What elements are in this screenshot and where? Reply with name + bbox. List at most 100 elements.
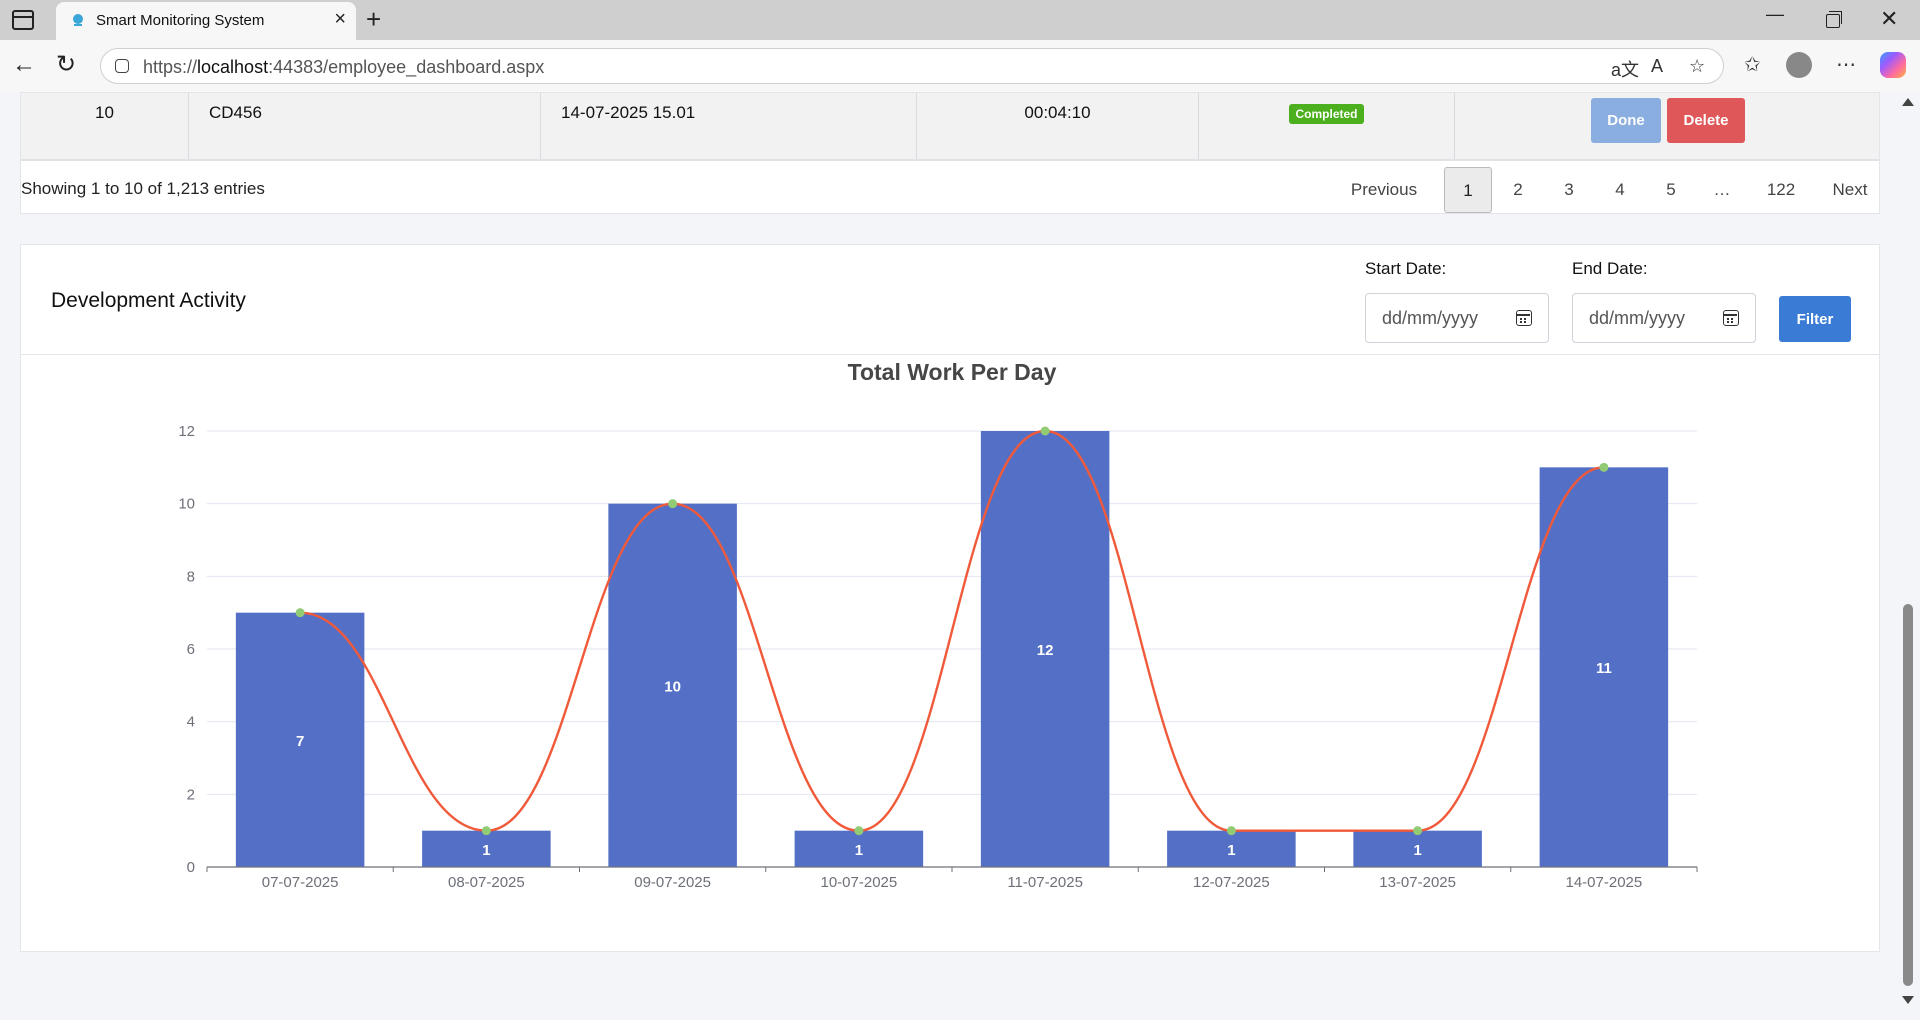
close-tab-icon[interactable]: × <box>334 8 346 30</box>
bar-value-label: 1 <box>1413 842 1421 859</box>
x-tick-label: 07-07-2025 <box>262 874 339 891</box>
row-datetime: 14-07-2025 15.01 <box>541 93 917 159</box>
status-badge: Completed <box>1289 104 1364 124</box>
y-tick-label: 2 <box>187 786 195 803</box>
calendar-icon[interactable] <box>1516 310 1532 326</box>
more-options-icon[interactable]: ⋯ <box>1836 54 1856 76</box>
pagination-previous[interactable]: Previous <box>1350 180 1418 199</box>
translate-icon[interactable]: a文 <box>1611 60 1640 80</box>
y-tick-label: 6 <box>187 641 195 658</box>
line-point <box>481 826 491 836</box>
close-window-icon[interactable]: ✕ <box>1880 6 1899 31</box>
line-point <box>668 499 678 509</box>
row-actions: Done Delete <box>1455 93 1879 159</box>
entries-info: Showing 1 to 10 of 1,213 entries <box>21 179 265 198</box>
address-bar[interactable]: https://localhost:44383/employee_dashboa… <box>100 48 1724 84</box>
bar <box>235 612 365 867</box>
line-point <box>1413 826 1423 836</box>
line-point <box>854 826 864 836</box>
bar <box>608 503 737 867</box>
pagination-next[interactable]: Next <box>1832 180 1868 199</box>
x-tick-label: 09-07-2025 <box>634 874 711 891</box>
page-122[interactable]: 122 <box>1766 180 1796 199</box>
row-status-cell: Completed <box>1199 93 1455 159</box>
read-aloud-icon[interactable]: A <box>1651 56 1664 76</box>
pagination-ellipsis: … <box>1713 180 1731 199</box>
bar-value-label: 11 <box>1596 660 1612 677</box>
table-row: 10 CD456 14-07-2025 15.01 00:04:10 Compl… <box>21 93 1879 161</box>
y-tick-label: 12 <box>178 423 195 440</box>
chart-title: Total Work Per Day <box>848 359 1057 385</box>
bar-value-label: 10 <box>664 678 681 695</box>
end-date-placeholder: dd/mm/yyyy <box>1589 308 1686 328</box>
start-date-label: Start Date: <box>1365 259 1447 278</box>
x-tick-label: 08-07-2025 <box>448 874 525 891</box>
browser-tab-bar: Smart Monitoring System × + — ✕ <box>0 0 1920 40</box>
tab-title: Smart Monitoring System <box>96 12 265 29</box>
y-tick-label: 8 <box>187 568 195 585</box>
reload-icon[interactable]: ↻ <box>56 51 77 78</box>
filter-button[interactable]: Filter <box>1779 296 1851 342</box>
line-point <box>295 608 305 618</box>
favorites-icon[interactable]: ✩ <box>1744 54 1761 76</box>
line-point <box>1040 426 1050 436</box>
bar-value-label: 1 <box>855 842 863 859</box>
row-duration: 00:04:10 <box>917 93 1199 159</box>
browser-toolbar: ← ↻ https://localhost:44383/employee_das… <box>0 40 1920 92</box>
browser-tab[interactable]: Smart Monitoring System × <box>56 2 356 40</box>
url-text: https://localhost:44383/employee_dashboa… <box>143 57 545 77</box>
page-4[interactable]: 4 <box>1615 180 1625 199</box>
bar-value-label: 12 <box>1037 642 1054 659</box>
tab-actions-icon[interactable] <box>12 10 34 30</box>
bar <box>1167 830 1296 867</box>
page-2[interactable]: 2 <box>1513 180 1523 199</box>
row-number: 10 <box>21 93 189 159</box>
scroll-down-icon[interactable] <box>1902 996 1914 1004</box>
bar-value-label: 1 <box>1227 842 1235 859</box>
page-3[interactable]: 3 <box>1564 180 1574 199</box>
page-viewport: 10 CD456 14-07-2025 15.01 00:04:10 Compl… <box>0 92 1920 1020</box>
y-tick-label: 10 <box>178 496 195 513</box>
page-5[interactable]: 5 <box>1666 180 1676 199</box>
calendar-icon[interactable] <box>1723 310 1739 326</box>
end-date-label: End Date: <box>1572 259 1648 278</box>
bar <box>1353 830 1482 867</box>
card-title: Development Activity <box>51 289 246 312</box>
new-tab-icon[interactable]: + <box>366 4 382 34</box>
card-header: Development Activity Start Date: dd/mm/y… <box>21 245 1879 355</box>
copilot-icon[interactable] <box>1880 52 1906 78</box>
done-button[interactable]: Done <box>1591 98 1661 143</box>
end-date-input[interactable]: dd/mm/yyyy <box>1572 293 1756 343</box>
series-line <box>300 429 1604 832</box>
bar-value-label: 7 <box>296 733 304 750</box>
x-tick-label: 12-07-2025 <box>1193 874 1270 891</box>
page-scrollbar[interactable] <box>1896 92 1920 1020</box>
bar <box>794 830 924 867</box>
favorite-star-icon[interactable]: ☆ <box>1689 56 1706 76</box>
start-date-placeholder: dd/mm/yyyy <box>1382 308 1479 328</box>
site-info-icon[interactable] <box>115 59 129 73</box>
bar <box>1539 467 1669 867</box>
back-icon[interactable]: ← <box>12 51 36 78</box>
scroll-thumb[interactable] <box>1903 604 1913 986</box>
start-date-input[interactable]: dd/mm/yyyy <box>1365 293 1549 343</box>
x-tick-label: 11-07-2025 <box>1007 874 1083 891</box>
x-tick-label: 13-07-2025 <box>1379 874 1456 891</box>
bar <box>422 830 551 867</box>
x-tick-label: 14-07-2025 <box>1566 874 1643 891</box>
development-activity-card: Development Activity Start Date: dd/mm/y… <box>20 244 1880 952</box>
minimize-icon[interactable]: — <box>1766 4 1784 24</box>
y-tick-label: 0 <box>187 859 195 876</box>
page-1[interactable]: 1 <box>1444 167 1492 213</box>
x-tick-label: 10-07-2025 <box>821 874 898 891</box>
y-tick-label: 4 <box>187 714 195 731</box>
site-favicon-icon <box>73 14 83 26</box>
restore-icon[interactable] <box>1826 11 1842 28</box>
scroll-up-icon[interactable] <box>1902 98 1914 106</box>
bar-value-label: 1 <box>482 842 490 859</box>
entries-table: 10 CD456 14-07-2025 15.01 00:04:10 Compl… <box>20 92 1880 214</box>
profile-avatar[interactable] <box>1786 52 1812 78</box>
delete-button[interactable]: Delete <box>1667 98 1745 143</box>
line-point <box>1599 462 1609 472</box>
